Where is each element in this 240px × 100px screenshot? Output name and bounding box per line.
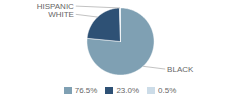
html-text:23.0%: 23.0%: [116, 85, 140, 95]
html-text:0.5%: 0.5%: [158, 85, 177, 95]
html-text:76.5%: 76.5%: [74, 85, 98, 95]
svg-text:BLACK: BLACK: [167, 65, 194, 74]
svg-text:WHITE: WHITE: [48, 10, 74, 19]
svg-text:HISPANIC: HISPANIC: [37, 2, 74, 11]
